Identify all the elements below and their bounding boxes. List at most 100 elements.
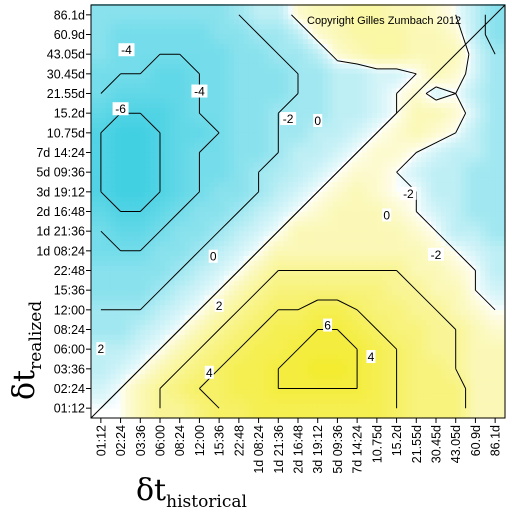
heatmap-cell (248, 28, 255, 35)
heatmap-cell (160, 186, 166, 192)
heatmap-cell (376, 82, 383, 89)
heatmap-cell (115, 344, 122, 350)
heatmap-cell (214, 349, 220, 355)
heatmap-cell (224, 13, 230, 20)
heatmap-cell (91, 8, 97, 15)
heatmap-cell (189, 368, 196, 375)
heatmap-cell (150, 117, 156, 123)
heatmap-cell (91, 92, 97, 99)
heatmap-cell (362, 58, 368, 64)
heatmap-cell (120, 270, 127, 276)
heatmap-cell (357, 151, 363, 158)
heatmap-cell (214, 314, 220, 321)
heatmap-cell (140, 117, 146, 123)
heatmap-cell (278, 102, 284, 109)
heatmap-cell (263, 403, 270, 409)
heatmap-cell (312, 309, 319, 316)
heatmap-cell (224, 156, 230, 163)
heatmap-cell (288, 235, 294, 242)
heatmap-cell (100, 368, 107, 375)
heatmap-cell (273, 161, 279, 168)
heatmap-cell (204, 225, 210, 232)
heatmap-cell (229, 161, 235, 168)
heatmap-cell (248, 299, 255, 306)
heatmap-cell (347, 102, 353, 109)
heatmap-cell (135, 107, 141, 114)
heatmap-cell (347, 107, 353, 114)
heatmap-cell (189, 68, 196, 74)
heatmap-cell (332, 48, 339, 54)
heatmap-cell (352, 289, 358, 296)
heatmap-cell (209, 289, 215, 296)
heatmap-cell (362, 112, 368, 118)
heatmap-cell (278, 87, 284, 94)
heatmap-cell (140, 58, 146, 64)
heatmap-cell (327, 373, 334, 380)
heatmap-cell (229, 329, 235, 335)
heatmap-cell (214, 4, 220, 10)
heatmap-cell (258, 215, 265, 222)
heatmap-cell (209, 63, 215, 69)
heatmap-cell (115, 117, 122, 123)
heatmap-cell (273, 38, 279, 45)
heatmap-cell (120, 166, 127, 173)
heatmap-cell (347, 132, 353, 138)
heatmap-cell (105, 43, 112, 49)
heatmap-cell (229, 191, 235, 197)
heatmap-cell (293, 97, 299, 104)
heatmap-cell (362, 137, 368, 143)
heatmap-cell (312, 4, 319, 10)
heatmap-cell (317, 68, 324, 74)
heatmap-cell (312, 225, 319, 232)
heatmap-cell (150, 68, 156, 74)
heatmap-cell (347, 48, 353, 54)
heatmap-cell (278, 344, 284, 350)
heatmap-cell (224, 383, 230, 390)
heatmap-cell (302, 230, 309, 237)
heatmap-cell (238, 68, 245, 74)
heatmap-cell (381, 255, 388, 261)
heatmap-cell (179, 230, 186, 237)
heatmap-cell (367, 18, 373, 25)
heatmap-cell (298, 275, 304, 281)
heatmap-cell (110, 250, 117, 256)
heatmap-cell (184, 137, 191, 143)
heatmap-cell (219, 349, 225, 355)
heatmap-cell (253, 43, 260, 49)
heatmap-cell (278, 63, 284, 69)
heatmap-cell (258, 225, 265, 232)
heatmap-cell (342, 201, 348, 207)
heatmap-cell (248, 250, 255, 256)
heatmap-cell (273, 280, 279, 286)
heatmap-cell (317, 92, 324, 99)
heatmap-cell (179, 225, 186, 232)
heatmap-cell (332, 23, 339, 30)
heatmap-cell (214, 201, 220, 207)
heatmap-cell (283, 142, 289, 148)
heatmap-cell (243, 403, 250, 409)
heatmap-cell (347, 171, 353, 178)
heatmap-cell (189, 107, 196, 114)
heatmap-cell (229, 373, 235, 380)
heatmap-cell (160, 161, 166, 168)
heatmap-cell (140, 171, 146, 178)
heatmap-cell (224, 127, 230, 133)
heatmap-cell (362, 82, 368, 89)
heatmap-cell (115, 260, 122, 266)
heatmap-cell (322, 260, 329, 266)
heatmap-cell (357, 275, 363, 281)
heatmap-cell (248, 33, 255, 40)
heatmap-cell (204, 122, 210, 128)
heatmap-cell (135, 97, 141, 104)
heatmap-cell (184, 43, 191, 49)
heatmap-cell (288, 284, 294, 291)
heatmap-cell (298, 63, 304, 69)
heatmap-cell (302, 349, 309, 355)
heatmap-cell (219, 132, 225, 138)
heatmap-cell (184, 344, 191, 350)
heatmap-cell (298, 265, 304, 271)
heatmap-cell (278, 191, 284, 197)
heatmap-cell (160, 151, 166, 158)
heatmap-cell (283, 240, 289, 247)
heatmap-cell (204, 13, 210, 20)
